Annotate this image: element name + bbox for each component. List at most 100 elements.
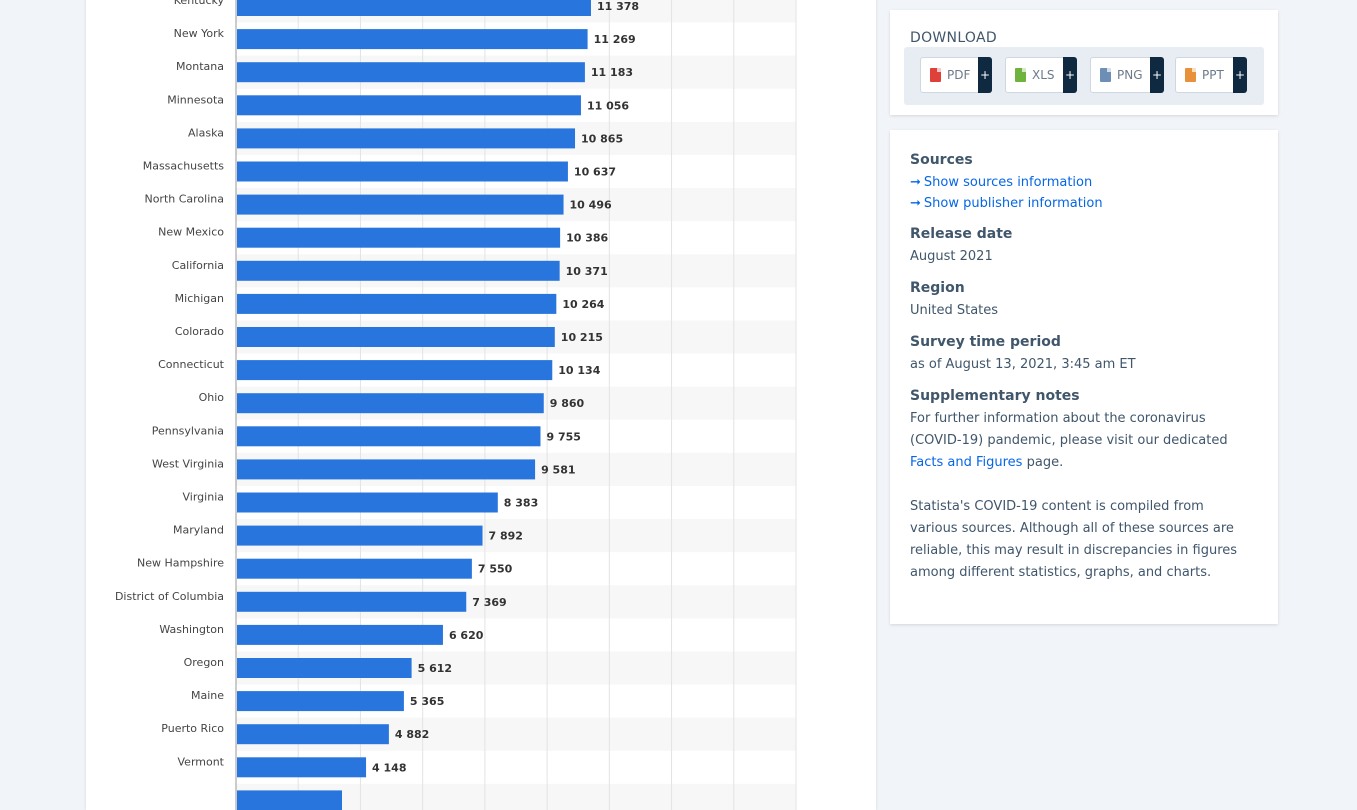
category-label: Pennsylvania: [152, 424, 224, 437]
category-label: Oregon: [184, 656, 224, 669]
download-png-label: PNG: [1117, 68, 1143, 82]
data-label: 9 860: [550, 397, 585, 410]
bar: [237, 393, 544, 414]
bar: [237, 293, 557, 314]
data-label: 6 620: [449, 629, 484, 642]
png-file-icon: [1100, 68, 1111, 82]
region-heading: Region: [910, 280, 965, 296]
download-pdf-button[interactable]: PDF +: [920, 57, 992, 93]
data-label: 10 386: [566, 232, 608, 245]
data-label: 4 148: [372, 761, 406, 774]
data-label: 11 056: [587, 99, 629, 112]
category-label: Washington: [159, 623, 224, 636]
bar: [237, 260, 560, 281]
facts-and-figures-link[interactable]: Facts and Figures: [910, 455, 1023, 470]
plus-icon: +: [1150, 57, 1164, 93]
download-png-button[interactable]: PNG +: [1090, 57, 1164, 93]
bar: [237, 658, 412, 678]
data-label: 7 550: [478, 563, 513, 576]
category-label: Kentucky: [174, 0, 225, 7]
survey-value: as of August 13, 2021, 3:45 am ET: [910, 357, 1136, 372]
release-section: Release date August 2021: [910, 226, 1250, 268]
arrow-right-icon: ➞: [910, 175, 921, 190]
category-label: Alaska: [188, 126, 224, 139]
notes-paragraph-2: Statista's COVID-19 content is compiled …: [910, 499, 1238, 580]
bar: [237, 0, 591, 16]
category-label: New York: [174, 27, 225, 40]
data-label: 4 882: [395, 728, 429, 741]
data-label: 5 365: [410, 695, 444, 708]
bar: [237, 492, 498, 513]
bar: [237, 624, 443, 645]
category-label: Virginia: [183, 491, 224, 504]
category-label: North Carolina: [144, 193, 224, 206]
category-label: California: [172, 259, 224, 272]
download-ppt-button[interactable]: PPT +: [1175, 57, 1247, 93]
chart-card: Kentucky 11 378 New York 11 269 Montana 11 18…: [86, 0, 876, 810]
show-sources-link[interactable]: ➞ Show sources information: [910, 172, 1250, 193]
category-label: Colorado: [175, 325, 224, 338]
data-label: 11 378: [597, 0, 639, 13]
sources-heading: Sources: [910, 152, 973, 168]
bar: [237, 161, 568, 182]
download-xls-button[interactable]: XLS +: [1005, 57, 1077, 93]
notes-text-1: For further information about the corona…: [910, 411, 1228, 448]
bar: [237, 194, 564, 215]
bar: [237, 128, 576, 149]
bar: [237, 525, 483, 546]
category-label: New Mexico: [158, 226, 224, 239]
data-label: 10 865: [581, 132, 623, 145]
data-label: 10 496: [570, 199, 612, 212]
bar: [237, 459, 536, 480]
sources-section: Sources ➞ Show sources information ➞ Show …: [910, 152, 1250, 214]
category-label: Maine: [191, 689, 224, 702]
notes-paragraph-1: For further information about the corona…: [910, 408, 1250, 474]
plus-icon: +: [1233, 57, 1247, 93]
ppt-file-icon: [1185, 68, 1196, 82]
plus-icon: +: [1063, 57, 1077, 93]
survey-section: Survey time period as of August 13, 2021…: [910, 334, 1250, 376]
notes-text-2: page.: [1026, 455, 1064, 470]
category-label: Minnesota: [167, 93, 224, 106]
category-label: Puerto Rico: [161, 722, 224, 735]
data-label: 11 183: [591, 66, 633, 79]
download-card: DOWNLOAD PDF + XLS + PNG + PPT +: [890, 10, 1278, 115]
region-section: Region United States: [910, 280, 1250, 322]
category-label: West Virginia: [152, 457, 224, 470]
bar: [237, 426, 541, 447]
bar: [237, 327, 555, 347]
bar: [237, 95, 581, 116]
bar: [237, 591, 467, 612]
show-publisher-label: Show publisher information: [923, 196, 1103, 211]
bar-chart: Kentucky 11 378 New York 11 269 Montana 11 18…: [115, 0, 797, 810]
data-label: 11 269: [594, 33, 636, 46]
download-pdf-label: PDF: [947, 68, 971, 82]
bar: [237, 558, 472, 579]
bar: [237, 691, 404, 712]
category-label: Connecticut: [158, 358, 225, 371]
bar: [237, 724, 389, 745]
bar: [237, 62, 585, 83]
data-label: 10 264: [562, 298, 604, 311]
category-label: District of Columbia: [115, 590, 224, 603]
download-title: DOWNLOAD: [910, 30, 997, 46]
category-label: Vermont: [178, 755, 225, 768]
download-xls-label: XLS: [1032, 68, 1055, 82]
bar: [237, 790, 342, 810]
pdf-file-icon: [930, 68, 941, 82]
bar: [237, 227, 561, 248]
category-label: Montana: [176, 60, 224, 73]
plus-icon: +: [978, 57, 992, 93]
info-content: Sources ➞ Show sources information ➞ Show …: [910, 152, 1250, 596]
download-ppt-label: PPT: [1202, 68, 1224, 82]
data-label: 7 369: [472, 596, 506, 609]
category-label: Maryland: [173, 524, 224, 537]
data-label: 10 215: [561, 331, 603, 344]
release-heading: Release date: [910, 226, 1013, 242]
xls-file-icon: [1015, 68, 1026, 82]
survey-heading: Survey time period: [910, 334, 1061, 350]
arrow-right-icon: ➞: [910, 196, 921, 211]
notes-heading: Supplementary notes: [910, 388, 1080, 404]
category-label: New Hampshire: [137, 557, 224, 570]
show-publisher-link[interactable]: ➞ Show publisher information: [910, 193, 1250, 214]
